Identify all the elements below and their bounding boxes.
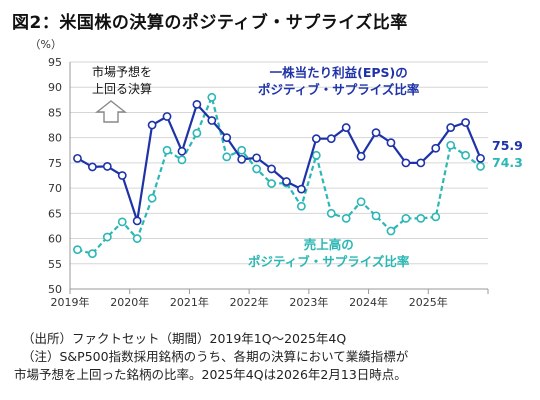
eps-data-point [162, 112, 172, 121]
eps-data-point [117, 171, 127, 180]
annotation-line: 一株当たり利益(EPS)の [269, 65, 408, 80]
eps-data-point [386, 138, 396, 148]
eps-data-point [341, 123, 351, 132]
x-tick-label: 2022年 [230, 295, 269, 309]
x-tick-label: 2023年 [289, 295, 328, 309]
chart-title: 図2：米国株の決算のポジティブ・サプライズ比率 [12, 13, 408, 33]
sales-data-point [431, 212, 441, 222]
sales-data-point [446, 140, 456, 150]
footnote-line-1: （注）S&P500指数採用銘柄のうち、各期の決算において業績指標が [22, 349, 409, 364]
sales-data-point [296, 201, 306, 211]
sales-data-point [192, 128, 202, 138]
x-tick-label: 2019年 [51, 295, 90, 309]
y-tick-label: 90 [48, 81, 62, 94]
sales-data-point [356, 197, 366, 207]
sales-data-point [386, 226, 396, 236]
y-tick-label: 65 [48, 207, 62, 220]
sales-data-point [416, 213, 426, 223]
eps-data-point [431, 143, 441, 153]
eps-series-line [76, 103, 482, 222]
sales-data-point [252, 164, 262, 174]
label-sales-series: 売上高のポジティブ・サプライズ比率 [248, 236, 409, 270]
eps-data-point [207, 116, 217, 125]
eps-data-point [446, 123, 456, 132]
eps-data-point [132, 216, 142, 226]
eps-data-point [237, 154, 247, 164]
eps-data-point [326, 134, 336, 144]
eps-data-point [296, 184, 306, 194]
series-lines [73, 92, 485, 259]
eps-data-point [461, 118, 471, 127]
x-tick-label: 2025年 [409, 295, 448, 309]
sales-data-point [311, 150, 321, 160]
label-eps-series: 一株当たり利益(EPS)の ポジティブ・サプライズ比率 [258, 64, 419, 98]
eps-data-point [282, 177, 291, 186]
annotation-line: ポジティブ・サプライズ比率 [258, 82, 420, 97]
eps-data-point [356, 151, 366, 161]
y-tick-label: 85 [48, 106, 62, 119]
eps-data-point [222, 133, 232, 143]
eps-data-point [401, 158, 411, 168]
sales-data-point [147, 193, 157, 203]
up-arrow-icon [94, 100, 128, 123]
sales-data-point [222, 152, 232, 162]
footnote-line-2: 市場予想を上回った銘柄の比率。2025年4Qは2026年2月13日時点。 [14, 367, 407, 382]
y-tick-label: 50 [48, 283, 62, 296]
up-arrow-shape [94, 100, 128, 123]
eps-data-point [102, 162, 112, 171]
sales-data-point [73, 245, 82, 255]
sales-data-point [401, 213, 411, 223]
axes: 50 55 60 65 70 75 80 85 90 95 （%） 2019年 2020年 2021年 20… [30, 38, 489, 309]
eps-data-point [416, 158, 426, 168]
sales-data-point [162, 145, 172, 155]
eps-data-point [147, 120, 157, 130]
sales-data-point [341, 213, 351, 223]
eps-data-point [267, 164, 276, 174]
eps-data-point [371, 128, 381, 138]
annotation-beat-expectations: 市場予想を上回る決算 [92, 64, 152, 98]
sales-data-point [177, 155, 187, 165]
sales-data-point [267, 179, 276, 188]
sales-data-point [237, 145, 247, 155]
sales-data-point [87, 249, 97, 259]
sales-data-point [371, 211, 381, 221]
sales-data-point [102, 232, 112, 242]
sales-data-point [461, 150, 471, 160]
eps-data-point [192, 99, 202, 109]
eps-data-point [177, 146, 187, 156]
sales-data-point [326, 208, 336, 218]
annotation-line: 市場予想を [92, 65, 153, 79]
sales-data-point [476, 162, 485, 171]
eps-data-point [73, 153, 82, 163]
sales-data-point [117, 217, 127, 227]
y-tick-label: 80 [48, 132, 62, 145]
sales-data-point [132, 234, 142, 243]
eps-data-point [87, 162, 97, 172]
chart: 50 55 60 65 70 75 80 85 90 95 （%） 2019年 2020年 2021年 20… [30, 38, 489, 309]
y-tick-label: 75 [48, 157, 62, 170]
annotation-line: 上回る決算 [92, 82, 153, 96]
x-tick-label: 2024年 [349, 295, 388, 309]
y-tick-label: 95 [48, 56, 62, 69]
y-axis-unit: （%） [30, 38, 62, 51]
source-note: （出所）ファクトセット（期間）2019年1Q～2025年4Q [22, 331, 347, 346]
eps-data-point [476, 153, 485, 163]
x-tick-label: 2020年 [110, 295, 149, 309]
y-tick-label: 60 [48, 233, 62, 246]
end-value-eps: 75.9 [492, 138, 523, 153]
y-tick-label: 70 [48, 182, 62, 195]
y-tick-label: 55 [48, 258, 62, 271]
annotation-line: ポジティブ・サプライズ比率 [248, 254, 410, 269]
sales-data-point [207, 92, 217, 102]
annotation-line: 売上高の [303, 237, 354, 252]
end-value-sales: 74.3 [492, 155, 523, 170]
eps-data-point [311, 134, 321, 144]
eps-data-point [252, 153, 262, 163]
x-tick-label: 2021年 [170, 295, 209, 309]
